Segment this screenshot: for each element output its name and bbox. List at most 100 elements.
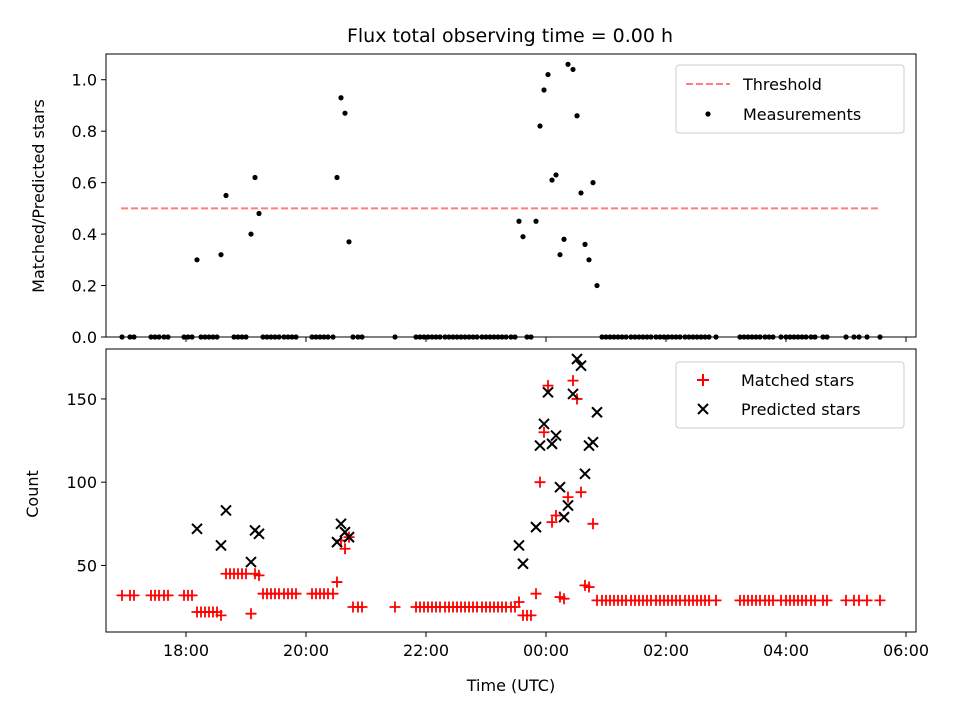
matched-legend-label: Matched stars xyxy=(741,371,854,390)
ratio-y-tick-label: 0.2 xyxy=(72,277,97,296)
ratio-legend-box xyxy=(675,64,905,134)
matched-star-point xyxy=(327,588,339,600)
predicted-star-point xyxy=(530,521,542,533)
predicted-legend-swatch xyxy=(697,403,709,415)
matched-star-point xyxy=(550,509,562,521)
measurement-point xyxy=(582,241,588,247)
matched-star-point xyxy=(542,380,554,392)
matched-star-point xyxy=(567,375,579,387)
matched-star-point xyxy=(874,594,886,606)
count-legend: Matched stars Predicted stars xyxy=(675,361,905,429)
measurement-point xyxy=(557,252,563,258)
x-axis-label: Time (UTC) xyxy=(466,676,555,695)
matched-star-point xyxy=(546,516,558,528)
x-tick-label: 20:00 xyxy=(283,641,329,660)
matched-star-point xyxy=(513,596,525,608)
matched-star-point xyxy=(331,576,343,588)
ratio-y-tick-label: 1.0 xyxy=(72,71,97,90)
matched-legend-swatch xyxy=(697,374,709,386)
matched-star-point xyxy=(525,609,537,621)
measurement-point xyxy=(537,123,543,129)
predicted-star-point xyxy=(579,468,591,480)
matched-star-point xyxy=(128,589,140,601)
matched-star-point xyxy=(575,486,587,498)
matched-star-point xyxy=(290,588,302,600)
matched-star-point xyxy=(253,569,265,581)
measurement-point xyxy=(553,172,559,178)
measurement-point xyxy=(338,95,344,101)
count-y-ticks: 50 100 150 xyxy=(66,390,106,575)
measurement-point xyxy=(533,218,539,224)
measurement-point xyxy=(256,210,262,217)
measurement-point xyxy=(578,190,584,196)
count-plot-area xyxy=(116,353,886,621)
count-y-tick-label: 100 xyxy=(66,473,97,492)
matched-star-point xyxy=(162,589,174,601)
matched-star-point xyxy=(215,609,227,621)
measurement-point xyxy=(342,110,348,116)
predicted-star-point xyxy=(558,511,570,523)
predicted-star-point xyxy=(575,359,587,372)
count-y-tick-label: 150 xyxy=(66,390,97,409)
matched-star-point xyxy=(356,601,368,613)
count-legend-box xyxy=(675,361,905,429)
measurement-point xyxy=(586,257,592,263)
measurement-point xyxy=(520,234,526,240)
predicted-legend-label: Predicted stars xyxy=(741,400,861,419)
measurements-legend-label: Measurements xyxy=(743,105,861,124)
predicted-star-point xyxy=(191,523,203,535)
measurement-point xyxy=(549,177,555,183)
x-tick-label: 06:00 xyxy=(883,641,929,660)
predicted-star-point xyxy=(253,528,265,540)
predicted-star-point xyxy=(331,536,343,548)
matched-star-point xyxy=(583,581,595,593)
matched-star-point xyxy=(587,518,599,530)
count-y-axis-label: Count xyxy=(23,470,42,518)
measurement-point xyxy=(218,252,224,258)
count-panel: 18:00 20:00 22:00 00:00 02:00 04:00 06:00 50 10… xyxy=(23,348,929,660)
predicted-star-point xyxy=(554,481,566,493)
predicted-star-point xyxy=(343,531,355,543)
ratio-y-tick-label: 0.6 xyxy=(72,174,97,193)
x-tick-label: 02:00 xyxy=(643,641,689,660)
matched-star-point xyxy=(538,426,550,438)
predicted-star-point xyxy=(591,406,603,418)
predicted-star-point xyxy=(220,504,232,517)
predicted-star-point xyxy=(534,439,546,452)
measurement-point xyxy=(334,174,340,181)
predicted-star-point xyxy=(538,418,550,430)
ratio-axes-frame xyxy=(105,53,917,338)
predicted-star-point xyxy=(517,558,529,570)
measurement-point xyxy=(574,113,580,119)
measurement-point xyxy=(252,174,258,181)
measurement-point xyxy=(590,180,596,186)
measurement-point xyxy=(223,192,229,199)
measurement-point xyxy=(594,282,600,289)
matched-star-point xyxy=(530,588,542,600)
measurement-point xyxy=(516,218,522,224)
count-x-ticks: 18:00 20:00 22:00 00:00 02:00 04:00 06:00 xyxy=(163,632,929,660)
measurement-point xyxy=(561,236,567,242)
x-tick-label: 00:00 xyxy=(523,641,569,660)
measurement-point xyxy=(541,87,547,93)
figure-title: Flux total observing time = 0.00 h xyxy=(347,25,673,47)
measurement-point xyxy=(248,231,254,237)
count-axes-frame xyxy=(105,348,917,633)
matched-star-point xyxy=(710,594,722,606)
measurement-point xyxy=(545,71,551,78)
measurement-point xyxy=(570,66,576,73)
predicted-star-point xyxy=(335,518,347,530)
predicted-star-point xyxy=(550,429,562,442)
matched-star-point xyxy=(389,601,401,613)
ratio-legend: Threshold Measurements xyxy=(675,64,905,134)
matched-star-point xyxy=(245,608,257,620)
predicted-star-point xyxy=(513,539,525,552)
predicted-star-point xyxy=(562,499,574,512)
count-y-tick-label: 50 xyxy=(77,556,97,575)
x-tick-label: 04:00 xyxy=(763,641,809,660)
ratio-y-ticks: 0.0 0.2 0.4 0.6 0.8 1.0 xyxy=(72,71,106,347)
predicted-star-point xyxy=(546,438,558,450)
ratio-x-ticks xyxy=(185,337,907,342)
threshold-legend-label: Threshold xyxy=(742,75,822,94)
